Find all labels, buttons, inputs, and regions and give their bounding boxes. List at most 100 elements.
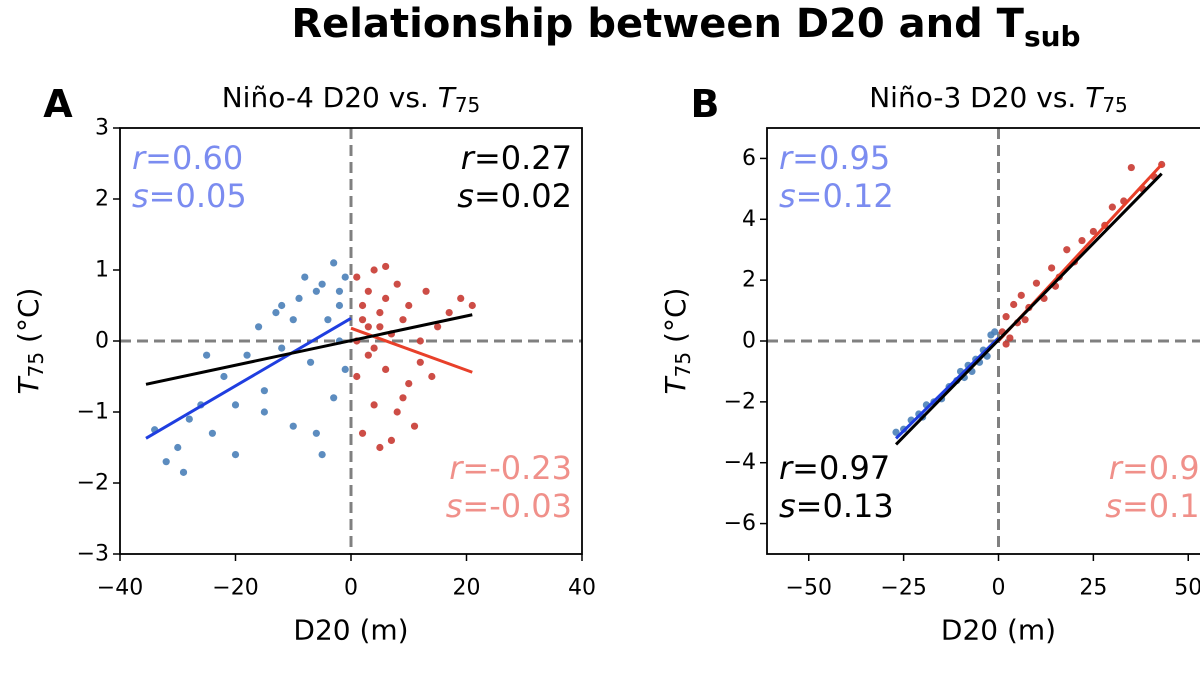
scatter-point: [358, 301, 367, 310]
annotation-symbol: r: [1109, 449, 1124, 487]
annotation-text: =-0.23: [462, 449, 572, 487]
y-tick-label: 2: [742, 268, 756, 293]
scatter-point: [382, 294, 390, 302]
title-text: Niño-3 D20 vs.: [869, 81, 1085, 114]
y-tick-label: 1: [95, 258, 109, 283]
scatter-point: [892, 428, 900, 436]
scatter-point: [243, 351, 251, 359]
regression-line: [145, 316, 352, 440]
y-label-subscript: 75: [24, 352, 48, 377]
x-axis-label: D20 (m): [941, 614, 1056, 647]
annotation-symbol: r: [461, 139, 476, 177]
y-tick-label: −4: [724, 450, 756, 475]
title-subscript: 75: [455, 93, 480, 117]
annotation-text: =0.60: [145, 139, 243, 177]
scatter-point: [353, 273, 361, 281]
scatter-point: [428, 372, 436, 381]
scatter-point: [376, 309, 384, 317]
annotation-symbol: r: [779, 139, 794, 177]
scatter-point: [353, 372, 361, 381]
scatter-point: [399, 316, 407, 324]
scatter-point: [1063, 246, 1071, 254]
annotation-text: =0.97: [792, 449, 890, 487]
scatter-point: [405, 380, 413, 388]
subplot-title: Niño-3 D20 vs. T75: [869, 81, 1128, 118]
annotation-symbol: s: [457, 177, 474, 215]
annotation-text: =0.12: [796, 177, 894, 215]
y-tick-label: 3: [95, 116, 109, 141]
scatter-point: [370, 266, 378, 274]
title-text: Niño-4 D20 vs.: [222, 81, 438, 114]
scatter-point: [370, 344, 378, 352]
scatter-point: [335, 301, 344, 310]
annotation-symbol: s: [1105, 487, 1122, 525]
scatter-point: [1089, 227, 1097, 236]
scatter-point: [203, 351, 211, 359]
scatter-point: [358, 429, 367, 437]
y-tick-label: −3: [77, 542, 109, 567]
scatter-point: [1010, 300, 1018, 309]
panel-label: A: [43, 82, 73, 126]
annotation: s=-0.03: [446, 487, 572, 525]
title-symbol: T: [1085, 81, 1104, 114]
annotation: r=0.60: [132, 139, 243, 177]
scatter-point: [1002, 313, 1010, 321]
scatter-point: [382, 365, 390, 373]
scatter-point: [1078, 236, 1086, 245]
y-tick-label: 4: [742, 207, 756, 232]
scatter-point: [434, 323, 442, 331]
scatter-point: [255, 323, 263, 331]
annotation-symbol: s: [132, 177, 149, 215]
scatter-point: [376, 443, 384, 452]
annotation-symbol: r: [779, 449, 794, 487]
annotation: s=0.02: [457, 177, 572, 215]
scatter-point: [220, 372, 228, 381]
scatter-point: [364, 323, 372, 331]
x-tick-label: 0: [992, 576, 1006, 601]
scatter-point: [457, 294, 465, 302]
annotation-symbol: s: [446, 487, 463, 525]
scatter-point: [416, 358, 424, 366]
scatter-point: [318, 280, 326, 288]
y-tick-label: 0: [95, 329, 109, 354]
y-tick-label: 6: [742, 146, 756, 171]
x-tick-label: −20: [212, 576, 258, 601]
title-subscript: sub: [1024, 20, 1081, 53]
scatter-point: [335, 287, 344, 295]
scatter-point: [370, 401, 378, 409]
x-tick-label: 0: [344, 576, 358, 601]
scatter-point: [278, 344, 286, 352]
panel-label: B: [691, 82, 720, 126]
y-label-subscript: 75: [671, 352, 695, 377]
annotation-text: =0.93: [1122, 449, 1200, 487]
annotation-text: =0.02: [474, 177, 572, 215]
title-subscript: 75: [1102, 93, 1127, 117]
scatter-point: [208, 429, 216, 437]
scatter-point: [376, 323, 384, 331]
annotation: r=0.93: [1109, 449, 1200, 487]
annotation-text: =-0.03: [462, 487, 572, 525]
scatter-point: [295, 294, 303, 302]
y-label-symbol: T: [659, 375, 692, 394]
scatter-point: [1017, 291, 1025, 299]
scatter-point: [1108, 203, 1116, 211]
annotation-text: =0.95: [792, 139, 890, 177]
scatter-point: [312, 287, 320, 295]
scatter-point: [231, 451, 240, 459]
annotation-text: =0.14: [1122, 487, 1200, 525]
annotation-text: =0.13: [796, 487, 894, 525]
subplot-title: Niño-4 D20 vs. T75: [222, 81, 481, 118]
scatter-point: [312, 429, 320, 437]
scatter-point: [231, 401, 240, 409]
annotation: r=-0.23: [449, 449, 572, 487]
annotation-symbol: r: [449, 449, 464, 487]
y-tick-label: 0: [742, 329, 756, 354]
y-axis-label: T75 (°C): [659, 288, 696, 395]
scatter-point: [387, 436, 396, 444]
annotation-text: =0.27: [474, 139, 572, 177]
x-tick-label: −40: [97, 576, 143, 601]
scatter-point: [289, 316, 297, 324]
y-tick-label: −6: [724, 511, 756, 536]
x-axis-label: D20 (m): [293, 614, 408, 647]
scatter-point: [468, 301, 476, 310]
